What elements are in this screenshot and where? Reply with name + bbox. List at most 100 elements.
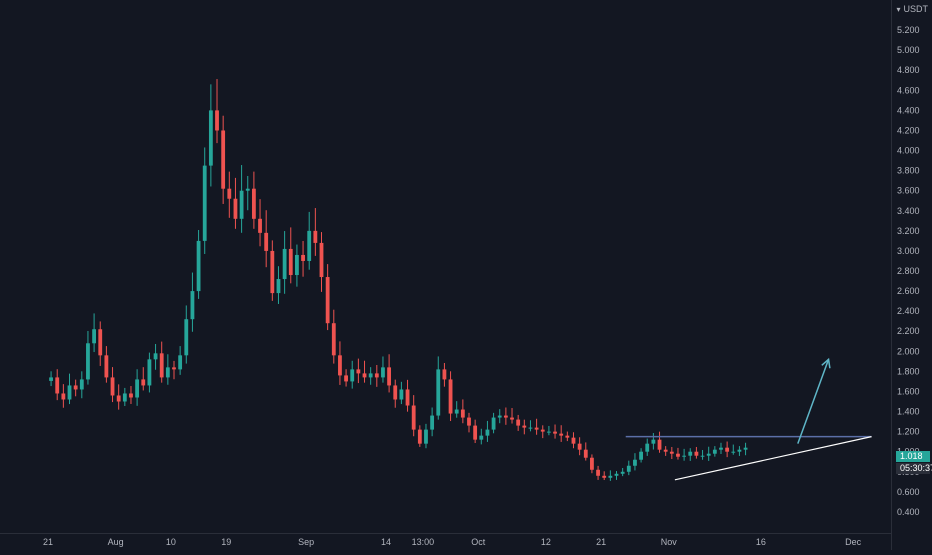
bar-countdown-value: 05:30:37: [900, 463, 932, 473]
candle-body: [116, 395, 121, 402]
candle-body: [565, 435, 570, 438]
candle-body: [405, 389, 410, 406]
price-axis[interactable]: 0.4000.6000.8001.0001.2001.4001.6001.800…: [891, 0, 920, 550]
projection-arrow-head: [821, 357, 831, 369]
candle-body: [165, 367, 170, 378]
candle-body: [651, 439, 656, 444]
time-tick-label: Oct: [471, 537, 486, 547]
projection-arrow-shaft: [797, 359, 830, 444]
price-tick-label: 3.000: [897, 246, 920, 256]
candle-body: [338, 355, 342, 376]
drawing-tools[interactable]: [625, 357, 872, 481]
last-price-tag: 1.018: [896, 451, 930, 462]
candle-body: [608, 475, 613, 478]
candle-body: [645, 443, 650, 452]
candle-body: [706, 453, 711, 456]
candle-body: [258, 218, 262, 233]
candle-body: [172, 367, 176, 370]
candle-body: [202, 165, 207, 241]
time-tick-label: Dec: [845, 537, 862, 547]
candle-body: [49, 377, 53, 381]
candle-body: [424, 429, 428, 444]
candle-body: [534, 427, 539, 430]
price-tick-label: 2.600: [897, 286, 920, 296]
candle-body: [559, 433, 564, 436]
candle-body: [270, 250, 275, 294]
candle-body: [331, 323, 336, 356]
time-tick-label: 21: [596, 537, 606, 547]
candle-body: [196, 240, 201, 292]
quote-unit-label: USDT: [903, 4, 929, 14]
candle-body: [725, 447, 730, 452]
candlestick-series: [49, 79, 748, 481]
candle-body: [546, 431, 551, 433]
candle-body: [583, 449, 588, 458]
time-tick-label: Nov: [661, 537, 678, 547]
candle-body: [184, 319, 189, 356]
candle-body: [86, 343, 90, 380]
time-tick-label: 19: [221, 537, 231, 547]
candle-body: [208, 110, 213, 166]
price-tick-label: 2.400: [897, 306, 920, 316]
candle-body: [325, 277, 330, 324]
candle-body: [688, 451, 693, 456]
candle-body: [669, 451, 674, 454]
candle-body: [387, 367, 392, 386]
candle-body: [245, 188, 250, 191]
candle-body: [712, 449, 717, 454]
candle-body: [55, 377, 60, 394]
candle-body: [614, 473, 619, 476]
time-tick-label: 10: [166, 537, 176, 547]
candle-body: [590, 457, 594, 470]
candle-body: [98, 329, 103, 356]
candle-body: [122, 393, 127, 402]
candle-body: [227, 188, 232, 199]
price-tick-label: 2.000: [897, 346, 920, 356]
candle-body: [344, 375, 348, 382]
candle-body: [92, 329, 97, 344]
candle-body: [743, 447, 748, 450]
candle-body: [368, 373, 373, 378]
candle-body: [233, 198, 238, 219]
time-tick-label: 16: [756, 537, 766, 547]
quote-unit-selector[interactable]: ▾ USDT: [896, 4, 928, 14]
candle-body: [602, 475, 607, 478]
candle-body: [540, 429, 545, 432]
candle-body: [639, 451, 643, 460]
price-tick-label: 3.200: [897, 226, 920, 236]
candle-body: [190, 291, 195, 320]
candle-body: [454, 409, 459, 414]
candle-body: [719, 447, 723, 450]
candle-body: [282, 248, 287, 280]
candle-body: [626, 465, 631, 472]
candle-body: [491, 417, 496, 430]
candle-body: [682, 455, 687, 457]
price-tick-label: 1.400: [897, 407, 920, 417]
candle-body: [479, 435, 484, 440]
time-axis[interactable]: 21 Aug 10 19 Sep 14 13:00 Oct 12 21 Nov 16 Dec: [0, 533, 892, 548]
candle-body: [436, 369, 441, 416]
candle-body: [221, 130, 226, 189]
candle-body: [215, 110, 219, 131]
candle-body: [251, 188, 256, 219]
candle-body: [319, 242, 324, 278]
candle-body: [79, 379, 84, 390]
candle-body: [657, 439, 662, 450]
candle-body: [676, 453, 680, 457]
candle-body: [430, 415, 435, 430]
price-tick-label: 4.600: [897, 85, 920, 95]
candle-body: [522, 425, 527, 428]
price-tick-label: 4.800: [897, 65, 920, 75]
time-tick-label: Sep: [298, 537, 314, 547]
candle-body: [737, 449, 742, 452]
candle-body: [307, 230, 312, 261]
candle-body: [571, 437, 576, 444]
price-tick-label: 3.600: [897, 186, 920, 196]
price-tick-label: 2.800: [897, 266, 920, 276]
candle-body: [288, 248, 293, 276]
candle-body: [381, 367, 385, 378]
price-tick-label: 4.200: [897, 125, 920, 135]
candle-body: [528, 427, 533, 429]
